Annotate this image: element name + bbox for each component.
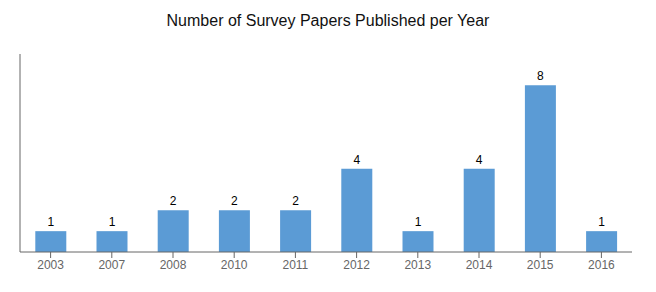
svg-text:2008: 2008: [160, 258, 187, 272]
svg-text:2003: 2003: [37, 258, 64, 272]
svg-text:1: 1: [47, 215, 54, 229]
html-text:Number of Survey Papers Publis: Number of Survey Papers Published per Ye…: [166, 12, 490, 29]
svg-text:1: 1: [598, 215, 605, 229]
svg-text:8: 8: [537, 69, 544, 83]
svg-text:1: 1: [415, 215, 422, 229]
svg-text:2: 2: [292, 194, 299, 208]
svg-text:2: 2: [170, 194, 177, 208]
svg-text:2015: 2015: [527, 258, 554, 272]
svg-text:2014: 2014: [466, 258, 493, 272]
svg-text:2: 2: [231, 194, 238, 208]
svg-text:2010: 2010: [221, 258, 248, 272]
svg-text:2012: 2012: [343, 258, 370, 272]
svg-text:1: 1: [109, 215, 116, 229]
svg-text:2007: 2007: [98, 258, 125, 272]
svg-text:2016: 2016: [588, 258, 615, 272]
svg-text:2011: 2011: [282, 258, 308, 272]
svg-text:2013: 2013: [404, 258, 431, 272]
svg-text:4: 4: [353, 153, 360, 167]
svg-text:4: 4: [476, 153, 483, 167]
